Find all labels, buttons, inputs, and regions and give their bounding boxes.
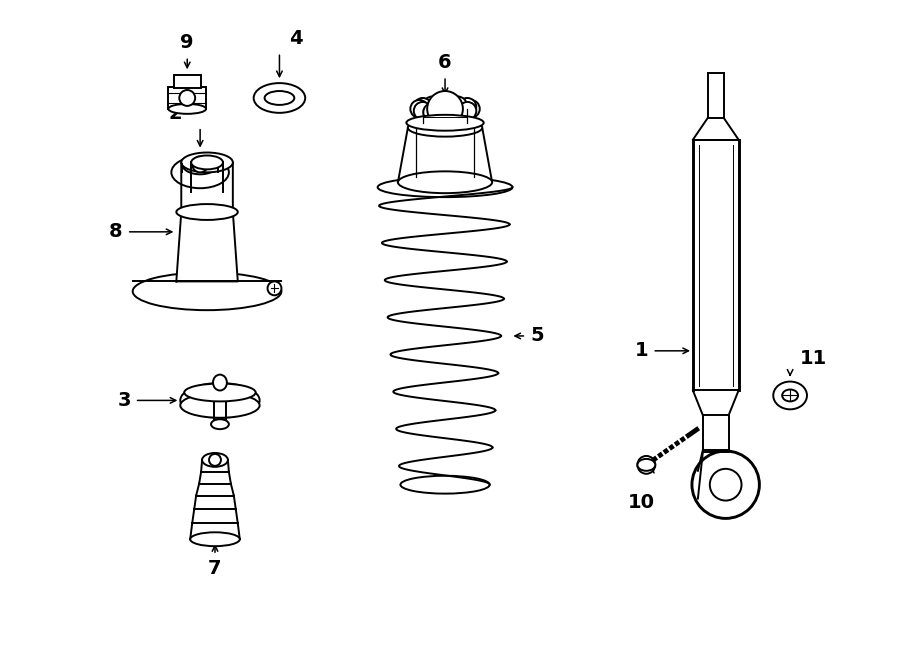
- Text: 1: 1: [634, 341, 648, 360]
- Ellipse shape: [407, 115, 483, 131]
- Circle shape: [436, 104, 454, 122]
- Ellipse shape: [254, 83, 305, 113]
- Ellipse shape: [211, 419, 229, 429]
- Polygon shape: [693, 391, 739, 415]
- Circle shape: [267, 282, 282, 295]
- Ellipse shape: [183, 155, 218, 175]
- Ellipse shape: [265, 91, 294, 105]
- Circle shape: [414, 98, 432, 116]
- Polygon shape: [196, 484, 234, 496]
- FancyBboxPatch shape: [168, 87, 206, 109]
- Circle shape: [449, 97, 467, 114]
- Ellipse shape: [171, 157, 229, 188]
- Text: 3: 3: [117, 391, 130, 410]
- Ellipse shape: [773, 381, 807, 409]
- Text: 4: 4: [290, 29, 303, 48]
- Circle shape: [637, 456, 655, 474]
- Ellipse shape: [637, 459, 655, 471]
- Circle shape: [193, 157, 208, 173]
- Text: 9: 9: [181, 33, 194, 52]
- Circle shape: [458, 98, 476, 116]
- Ellipse shape: [168, 104, 206, 114]
- Circle shape: [209, 454, 220, 466]
- Circle shape: [449, 103, 467, 121]
- Ellipse shape: [378, 177, 512, 197]
- Polygon shape: [199, 472, 231, 484]
- Ellipse shape: [176, 204, 238, 220]
- FancyBboxPatch shape: [174, 75, 201, 88]
- Ellipse shape: [190, 532, 239, 546]
- Polygon shape: [193, 510, 238, 524]
- Circle shape: [428, 91, 463, 127]
- Text: 6: 6: [438, 53, 452, 72]
- Polygon shape: [194, 496, 236, 510]
- Circle shape: [414, 102, 432, 120]
- Ellipse shape: [782, 389, 798, 401]
- Ellipse shape: [191, 155, 223, 169]
- Ellipse shape: [180, 383, 259, 418]
- Circle shape: [458, 102, 476, 120]
- Circle shape: [423, 97, 441, 114]
- Polygon shape: [201, 460, 229, 472]
- Text: 11: 11: [800, 349, 827, 368]
- Text: 10: 10: [628, 492, 655, 512]
- Ellipse shape: [408, 119, 482, 137]
- Circle shape: [179, 90, 195, 106]
- Ellipse shape: [398, 171, 492, 193]
- Text: 2: 2: [168, 104, 183, 123]
- Ellipse shape: [180, 393, 259, 418]
- Polygon shape: [398, 128, 492, 182]
- Polygon shape: [693, 139, 739, 391]
- Polygon shape: [693, 118, 739, 139]
- Circle shape: [710, 469, 742, 500]
- Circle shape: [462, 100, 480, 118]
- Ellipse shape: [181, 153, 233, 173]
- Text: 8: 8: [109, 222, 122, 241]
- Polygon shape: [176, 163, 238, 282]
- Ellipse shape: [202, 453, 228, 467]
- Polygon shape: [700, 450, 703, 496]
- Ellipse shape: [213, 375, 227, 391]
- Circle shape: [436, 96, 454, 114]
- Polygon shape: [703, 415, 729, 450]
- Ellipse shape: [184, 383, 256, 401]
- Ellipse shape: [400, 476, 490, 494]
- Polygon shape: [190, 524, 239, 539]
- Ellipse shape: [132, 272, 282, 310]
- Circle shape: [410, 100, 428, 118]
- Text: 5: 5: [530, 327, 544, 346]
- Circle shape: [423, 103, 441, 121]
- Text: 7: 7: [208, 559, 221, 578]
- Circle shape: [692, 451, 760, 518]
